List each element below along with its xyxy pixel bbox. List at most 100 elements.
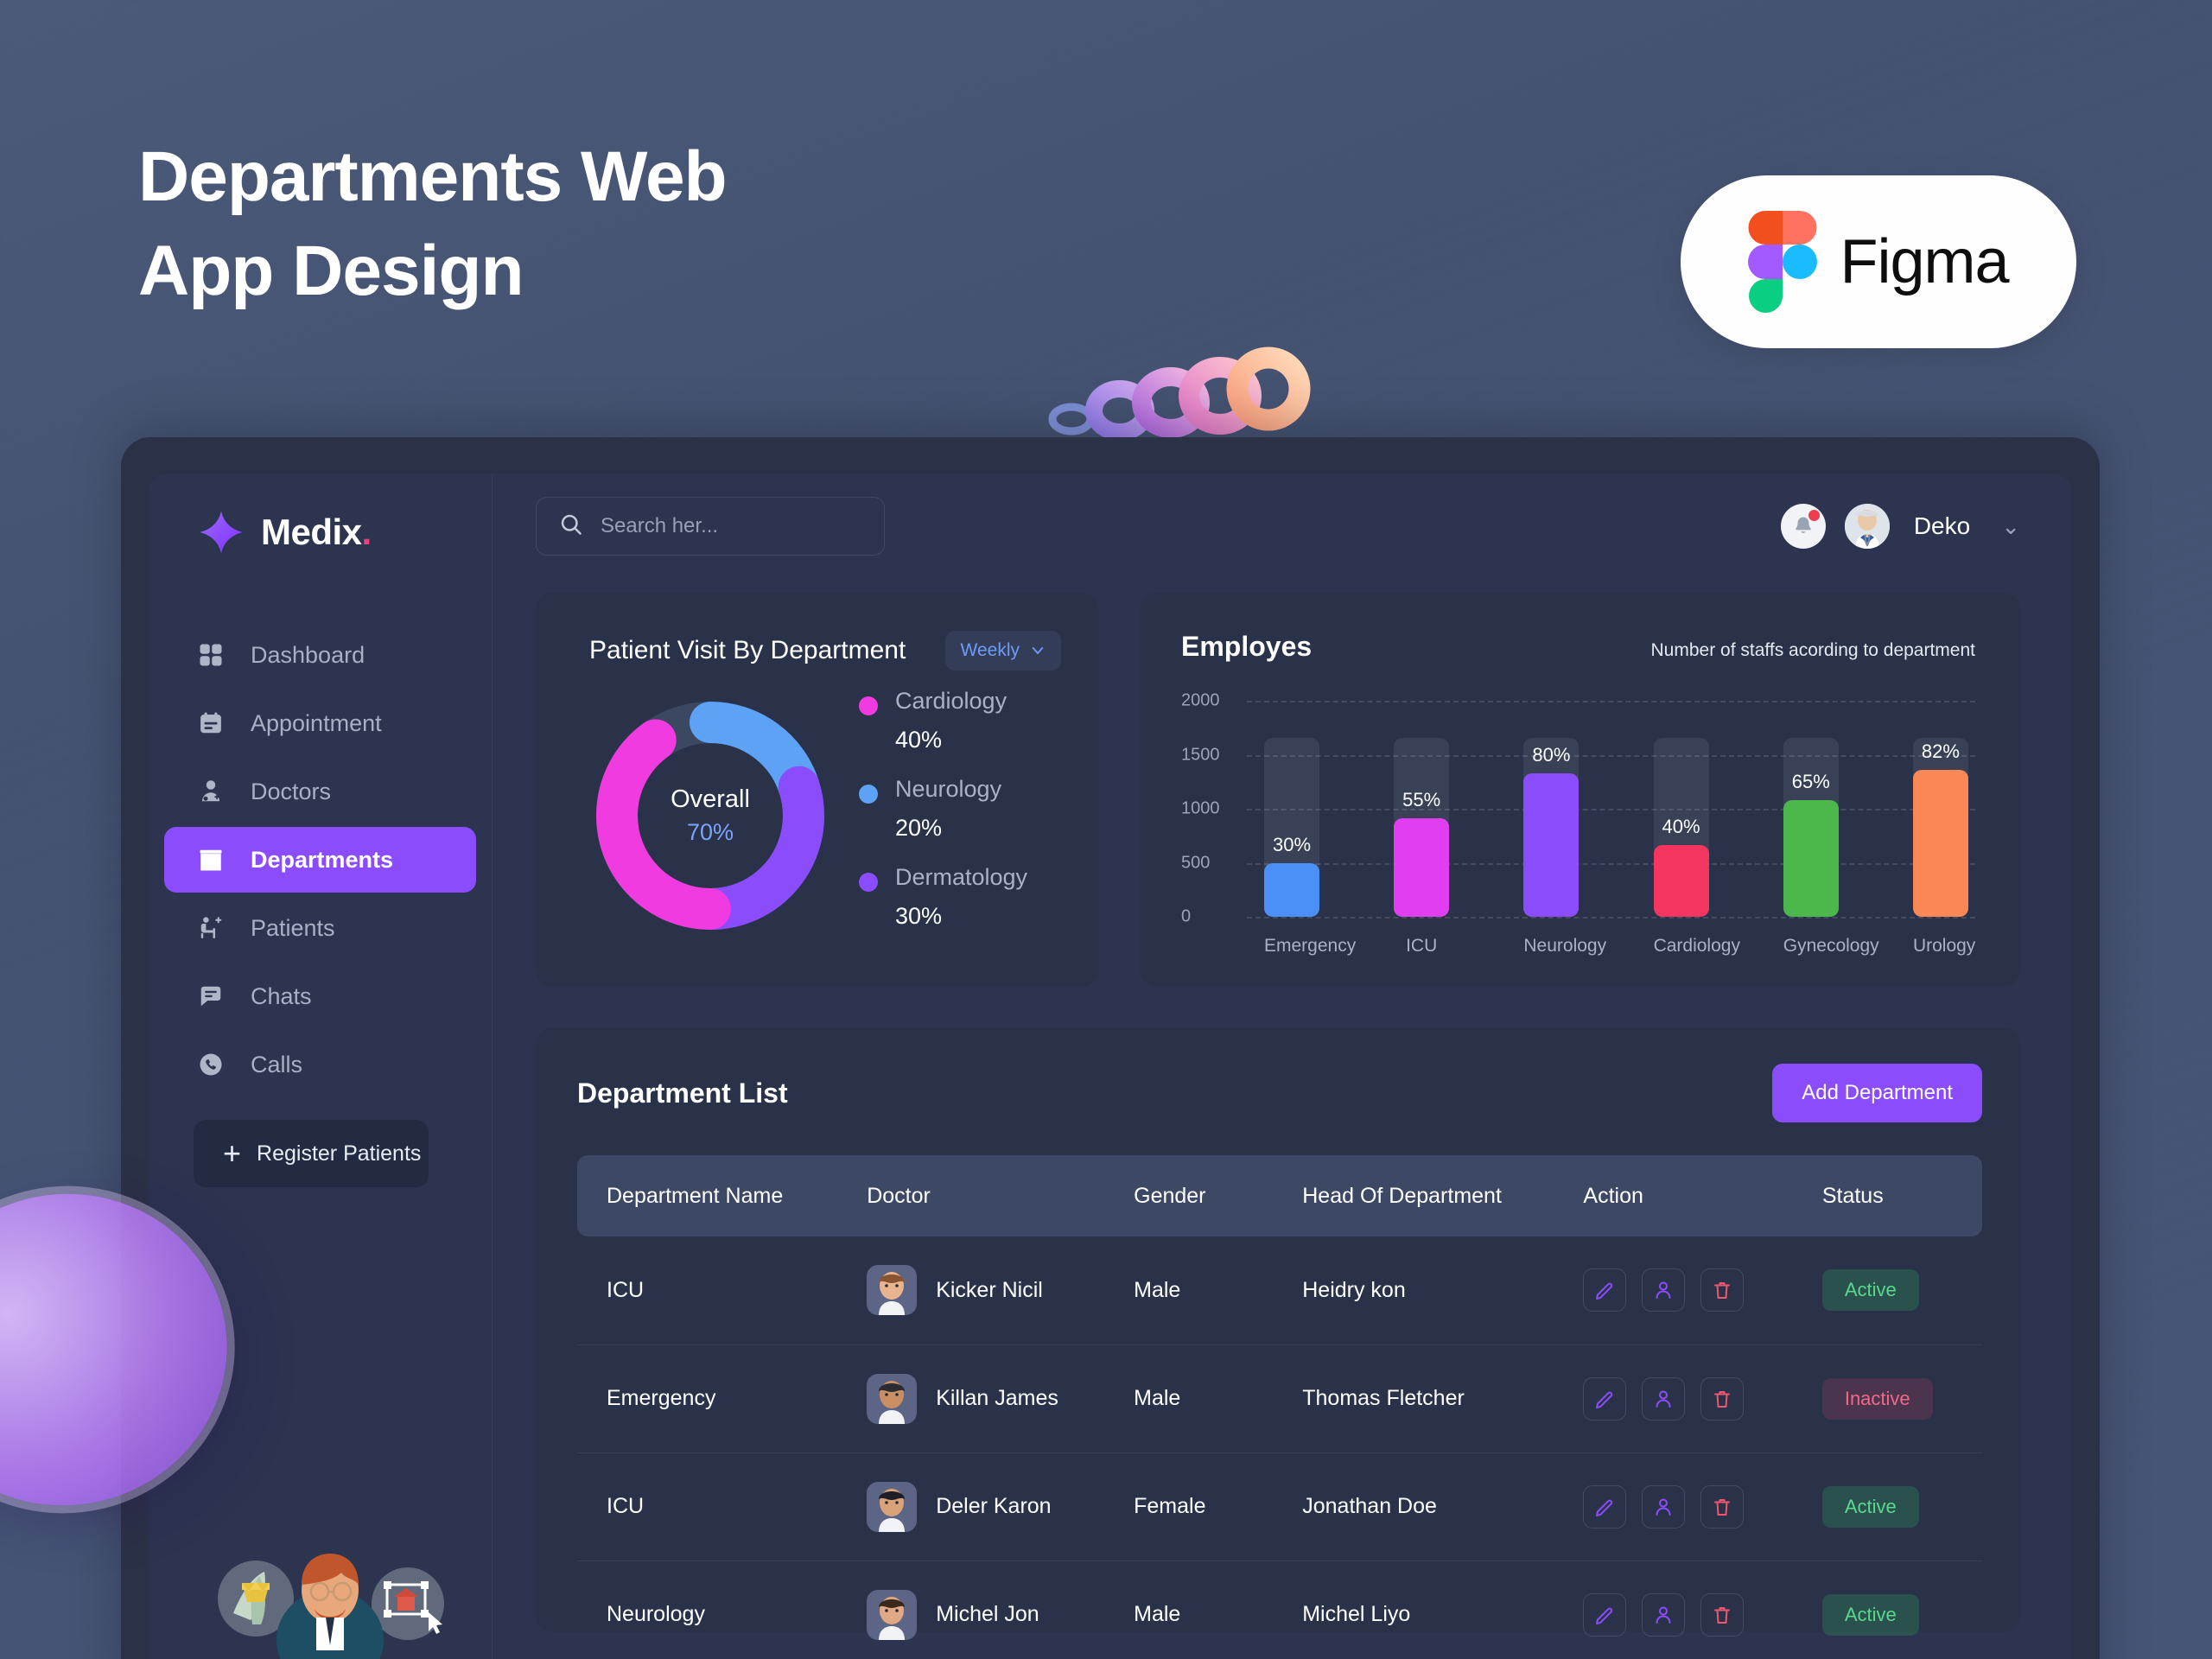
- legend-item: Cardiology 40%: [859, 690, 1027, 753]
- legend-color-dot: [859, 785, 878, 804]
- delete-button[interactable]: [1700, 1592, 1745, 1637]
- bar-track: 65%: [1783, 738, 1839, 917]
- sidebar: Medix. Dashboard Appointment: [149, 474, 493, 1659]
- grid-line: [1247, 754, 1975, 757]
- chevron-down-icon[interactable]: ⌄: [2001, 512, 2020, 539]
- bar-column[interactable]: 30%: [1264, 738, 1319, 917]
- bar-column[interactable]: 40%: [1653, 738, 1709, 917]
- cell-doctor: Michel Jon: [858, 1560, 1126, 1659]
- app-window: Medix. Dashboard Appointment: [149, 474, 2072, 1659]
- grid-line: [1247, 917, 1975, 918]
- bar-track: 30%: [1264, 738, 1319, 917]
- sidebar-item-doctors[interactable]: Doctors: [164, 759, 476, 824]
- legend-color-dot: [859, 873, 878, 892]
- bar-x-label: Gynecology: [1783, 936, 1879, 956]
- patient-visit-header: Patient Visit By Department Weekly: [589, 631, 1061, 671]
- bar-value-label: 82%: [1921, 741, 1960, 762]
- bar-x-label: Neurology: [1523, 936, 1607, 956]
- bar-column[interactable]: 65%: [1783, 738, 1839, 917]
- assign-user-button[interactable]: [1642, 1484, 1686, 1529]
- departments-table: Department Name Doctor Gender Head Of De…: [577, 1155, 1982, 1659]
- legend-value: 40%: [895, 727, 943, 753]
- cell-gender: Female: [1125, 1452, 1294, 1561]
- user-name[interactable]: Deko: [1913, 512, 1971, 539]
- legend-label: Neurology: [895, 776, 1002, 802]
- sidebar-item-departments[interactable]: Departments: [164, 827, 476, 893]
- page-title: Departments Web App Design: [138, 137, 728, 311]
- building-icon: [195, 844, 226, 875]
- cell-action: [1574, 1452, 1814, 1561]
- cell-action: [1574, 1560, 1814, 1659]
- figma-badge: Figma: [1681, 175, 2076, 348]
- sidebar-nav: Dashboard Appointment Doctors: [149, 622, 492, 1097]
- bar-fill: [1653, 845, 1709, 917]
- edit-icon: [1596, 1391, 1613, 1408]
- brand-logo[interactable]: Medix.: [149, 474, 492, 555]
- grid-line: [1247, 701, 1975, 702]
- cell-status: Active: [1813, 1452, 1982, 1561]
- user-icon: [1656, 1390, 1671, 1408]
- legend-item: Dermatology 30%: [859, 866, 1027, 930]
- edit-button[interactable]: [1583, 1484, 1627, 1529]
- phone-icon: [195, 1049, 226, 1080]
- sidebar-item-label: Patients: [251, 914, 335, 941]
- bar-column[interactable]: 82%: [1912, 738, 1968, 917]
- bar-fill: [1394, 818, 1450, 917]
- user-icon: [1656, 1498, 1671, 1516]
- sidebar-item-label: Dashboard: [251, 641, 365, 668]
- figma-logo-icon: [1748, 211, 1818, 313]
- assign-user-button[interactable]: [1642, 1268, 1686, 1313]
- trash-icon: [1714, 1606, 1731, 1624]
- table-row: ICU Deler Karon Female Jonathan Doe Active: [577, 1452, 1982, 1561]
- y-axis-tick: 1000: [1181, 798, 1220, 818]
- bar-column[interactable]: 55%: [1394, 738, 1450, 917]
- donut-legend: Cardiology 40% Neurology 20% Dermatology 30%: [859, 690, 1027, 942]
- cell-gender: Male: [1125, 1236, 1294, 1345]
- trash-icon: [1714, 1498, 1731, 1516]
- delete-button[interactable]: [1700, 1484, 1745, 1529]
- doctor-name: Michel Jon: [936, 1602, 1039, 1626]
- edit-button[interactable]: [1583, 1268, 1627, 1313]
- register-patients-button[interactable]: + Register Patients: [194, 1120, 429, 1187]
- doctor-name: Deler Karon: [936, 1494, 1052, 1518]
- sidebar-item-calls[interactable]: Calls: [164, 1032, 476, 1097]
- edit-button[interactable]: [1583, 1592, 1627, 1637]
- department-list-header: Department List Add Department: [577, 1064, 1982, 1122]
- avatar[interactable]: [1844, 504, 1890, 549]
- sidebar-item-label: Departments: [251, 846, 394, 873]
- bar-x-label: ICU: [1406, 936, 1438, 956]
- patient-icon: [195, 912, 226, 944]
- search-input[interactable]: [601, 514, 868, 538]
- sidebar-item-label: Doctors: [251, 778, 332, 804]
- sidebar-item-patients[interactable]: Patients: [164, 895, 476, 961]
- delete-button[interactable]: [1700, 1376, 1745, 1421]
- column-department-name: Department Name: [577, 1155, 859, 1236]
- bar-fill: [1264, 863, 1319, 917]
- cell-doctor: Deler Karon: [858, 1452, 1126, 1561]
- plus-icon: +: [223, 1135, 242, 1171]
- assign-user-button[interactable]: [1642, 1376, 1686, 1421]
- bar-column[interactable]: 80%: [1523, 738, 1580, 917]
- y-axis-tick: 2000: [1181, 690, 1220, 710]
- sidebar-item-chats[interactable]: Chats: [164, 963, 476, 1029]
- notification-bell-button[interactable]: [1780, 504, 1826, 549]
- y-axis-tick: 0: [1181, 906, 1192, 926]
- table-header-row: Department Name Doctor Gender Head Of De…: [577, 1155, 1982, 1236]
- sidebar-item-dashboard[interactable]: Dashboard: [164, 622, 476, 688]
- add-department-button[interactable]: Add Department: [1772, 1064, 1982, 1122]
- patient-visit-body: Overall 70% Cardiology 40% Neurology 20% Der…: [589, 690, 1061, 942]
- edit-icon: [1596, 1282, 1613, 1300]
- assign-user-button[interactable]: [1642, 1592, 1686, 1637]
- delete-button[interactable]: [1700, 1268, 1745, 1313]
- search-box[interactable]: [536, 497, 885, 556]
- bar-track: 80%: [1523, 738, 1580, 917]
- donut-chart: Overall 70%: [589, 695, 831, 937]
- donut-slice-neurology: [596, 702, 824, 930]
- bar-fill: [1783, 800, 1839, 917]
- main-content: Deko ⌄ Patient Visit By Department Weekl…: [493, 474, 2072, 1659]
- cell-status: Inactive: [1813, 1344, 1982, 1453]
- period-select[interactable]: Weekly: [944, 631, 1061, 671]
- edit-button[interactable]: [1583, 1376, 1627, 1421]
- table-row: Neurology Michel Jon Male Michel Liyo Active: [577, 1560, 1982, 1659]
- sidebar-item-appointment[interactable]: Appointment: [164, 690, 476, 756]
